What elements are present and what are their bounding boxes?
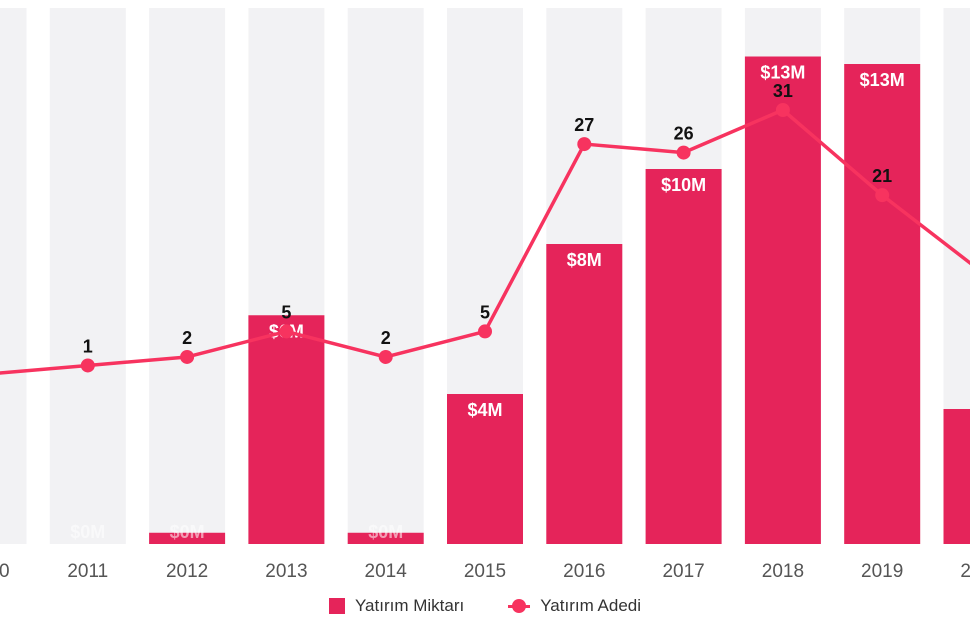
x-tick-label: 2013 xyxy=(265,561,307,582)
bar[interactable] xyxy=(248,315,325,544)
x-tick-label: 2012 xyxy=(166,561,208,582)
count-point[interactable] xyxy=(676,145,691,160)
count-point[interactable] xyxy=(478,324,492,339)
count-value-label: 1 xyxy=(83,336,93,356)
bar-value-label: $13M xyxy=(760,63,805,83)
legend-swatch-bar xyxy=(328,598,345,614)
column-background xyxy=(49,8,126,544)
bar-value-label: $10M xyxy=(661,175,706,195)
x-tick-label: 2010 xyxy=(0,561,10,582)
count-point[interactable] xyxy=(378,349,393,364)
bar[interactable] xyxy=(149,532,226,544)
x-tick-label: 2017 xyxy=(662,561,704,582)
x-tick-label: 2014 xyxy=(365,561,408,582)
bar-value-label: $13M xyxy=(860,70,905,90)
x-tick-label: 2020 xyxy=(960,561,970,582)
bar-value-label: $0M xyxy=(70,522,105,542)
x-tick-label: 2015 xyxy=(464,561,506,582)
count-value-label: 21 xyxy=(872,166,892,186)
bar[interactable] xyxy=(347,532,424,544)
count-point[interactable] xyxy=(775,103,790,117)
column-background xyxy=(347,8,424,544)
legend: Yatırım Miktarı Yatırım Adedi xyxy=(0,592,970,620)
legend-label-bar: Yatırım Miktarı xyxy=(354,596,465,615)
bar-value-label: $8M xyxy=(567,250,602,270)
bar[interactable] xyxy=(447,394,523,544)
legend-item-bar[interactable]: Yatırım Miktarı xyxy=(328,596,465,616)
count-value-label: 2 xyxy=(381,328,391,348)
bar[interactable] xyxy=(546,244,623,544)
x-tick-label: 2016 xyxy=(563,561,605,582)
count-point[interactable] xyxy=(80,358,95,373)
bar-value-label: $0M xyxy=(170,522,205,542)
legend-swatch-line xyxy=(508,598,531,614)
count-value-label: 26 xyxy=(674,124,694,144)
count-point[interactable] xyxy=(875,188,890,203)
x-tick-label: 2019 xyxy=(861,561,903,582)
x-tick-label: 2011 xyxy=(67,561,108,582)
bar-value-label: $4M xyxy=(467,400,502,420)
count-value-label: 31 xyxy=(773,81,793,101)
bar[interactable] xyxy=(844,64,921,544)
bar-value-label: $0M xyxy=(368,522,403,542)
x-tick-label: 2018 xyxy=(762,561,804,582)
count-value-label: 5 xyxy=(281,302,291,322)
combo-chart: $0M$0M$6M$0M$4M$8M$10M$13M$13M$125252726… xyxy=(0,8,970,582)
count-point[interactable] xyxy=(577,137,592,152)
bar[interactable] xyxy=(943,409,970,544)
legend-item-line[interactable]: Yatırım Adedi xyxy=(508,596,641,616)
bar[interactable] xyxy=(645,169,722,544)
count-point[interactable] xyxy=(279,324,294,339)
bar[interactable] xyxy=(744,56,821,545)
column-background xyxy=(149,8,226,544)
count-value-label: 2 xyxy=(182,328,192,348)
count-point[interactable] xyxy=(180,349,195,364)
count-value-label: 27 xyxy=(574,115,594,135)
legend-label-line: Yatırım Adedi xyxy=(540,596,642,615)
column-background xyxy=(0,8,27,544)
count-value-label: 5 xyxy=(480,302,490,322)
